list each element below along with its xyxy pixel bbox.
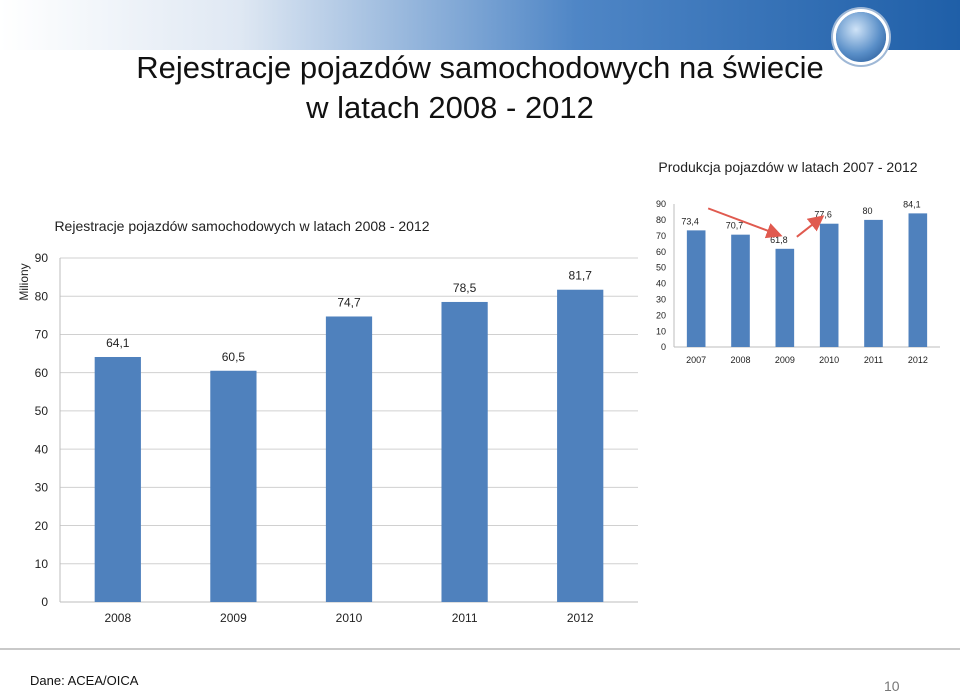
x-tick-label: 2012: [908, 355, 928, 365]
page-number: 10: [884, 678, 900, 694]
x-tick-label: 2008: [730, 355, 750, 365]
trend-arrow-down: [707, 207, 783, 239]
trend-arrow-up: [796, 215, 825, 238]
data-label: 78,5: [453, 281, 477, 295]
bar-2010: [819, 223, 839, 347]
x-tick-label: 2011: [452, 611, 478, 625]
y-tick-label: 30: [35, 481, 49, 495]
footer-divider: [0, 648, 960, 650]
y-tick-label: 30: [656, 294, 666, 304]
header-bar: [0, 0, 960, 50]
x-tick-label: 2009: [220, 611, 247, 625]
bar-2011: [864, 219, 883, 347]
y-tick-label: 10: [656, 326, 666, 336]
data-label: 73,4: [681, 216, 699, 226]
registration-chart-ylabel: Miliony: [17, 263, 31, 300]
registration-chart-title: Rejestracje pojazdów samochodowych w lat…: [54, 218, 429, 234]
y-tick-label: 90: [35, 251, 49, 265]
bar-2012: [908, 213, 928, 347]
x-tick-label: 2009: [775, 355, 795, 365]
x-tick-label: 2011: [864, 355, 883, 365]
bar-2012: [557, 289, 604, 602]
bar-2007: [686, 230, 706, 347]
bar-2010: [325, 316, 373, 602]
data-label: 84,1: [903, 199, 921, 209]
slide-title-line1: Rejestracje pojazdów samochodowych na św…: [136, 50, 824, 85]
source-note: Dane: ACEA/OICA: [30, 673, 139, 688]
y-tick-label: 80: [35, 289, 49, 303]
x-tick-label: 2010: [819, 355, 839, 365]
y-tick-label: 0: [661, 342, 666, 352]
x-tick-label: 2007: [686, 355, 706, 365]
y-tick-label: 70: [35, 328, 49, 342]
bar-2008: [94, 356, 141, 602]
x-tick-label: 2008: [104, 611, 131, 625]
y-tick-label: 10: [35, 557, 49, 571]
bar-2009: [210, 370, 257, 602]
x-tick-label: 2010: [336, 611, 363, 625]
x-tick-label: 2012: [567, 611, 594, 625]
production-chart-title: Produkcja pojazdów w latach 2007 - 2012: [658, 159, 917, 175]
bar-2011: [441, 301, 488, 602]
y-tick-label: 90: [656, 199, 666, 209]
data-label: 77,6: [814, 210, 832, 220]
y-tick-label: 40: [35, 442, 49, 456]
y-tick-label: 0: [41, 595, 48, 609]
production-chart: Produkcja pojazdów w latach 2007 - 2012 …: [656, 159, 940, 365]
y-tick-label: 20: [35, 519, 49, 533]
data-label: 80: [862, 206, 872, 216]
data-label: 60,5: [222, 350, 246, 364]
y-tick-label: 80: [656, 215, 666, 225]
y-tick-label: 60: [656, 247, 666, 257]
bar-2008: [731, 234, 750, 347]
data-label: 61,8: [770, 235, 788, 245]
car-globe-logo: [836, 12, 886, 62]
y-tick-label: 50: [35, 404, 49, 418]
data-label: 81,7: [569, 269, 593, 283]
bar-2009: [775, 248, 795, 347]
slide-title: Rejestracje pojazdów samochodowych na św…: [0, 48, 960, 128]
y-tick-label: 20: [656, 310, 666, 320]
slide-title-line2: w latach 2008 - 2012: [306, 90, 594, 125]
y-tick-label: 50: [656, 263, 666, 273]
data-label: 70,7: [726, 221, 744, 231]
data-label: 64,1: [106, 336, 130, 350]
y-tick-label: 70: [656, 231, 666, 241]
y-tick-label: 40: [656, 279, 666, 289]
registration-chart: Rejestracje pojazdów samochodowych w lat…: [17, 218, 638, 625]
data-label: 74,7: [337, 295, 361, 309]
y-tick-label: 60: [35, 366, 49, 380]
